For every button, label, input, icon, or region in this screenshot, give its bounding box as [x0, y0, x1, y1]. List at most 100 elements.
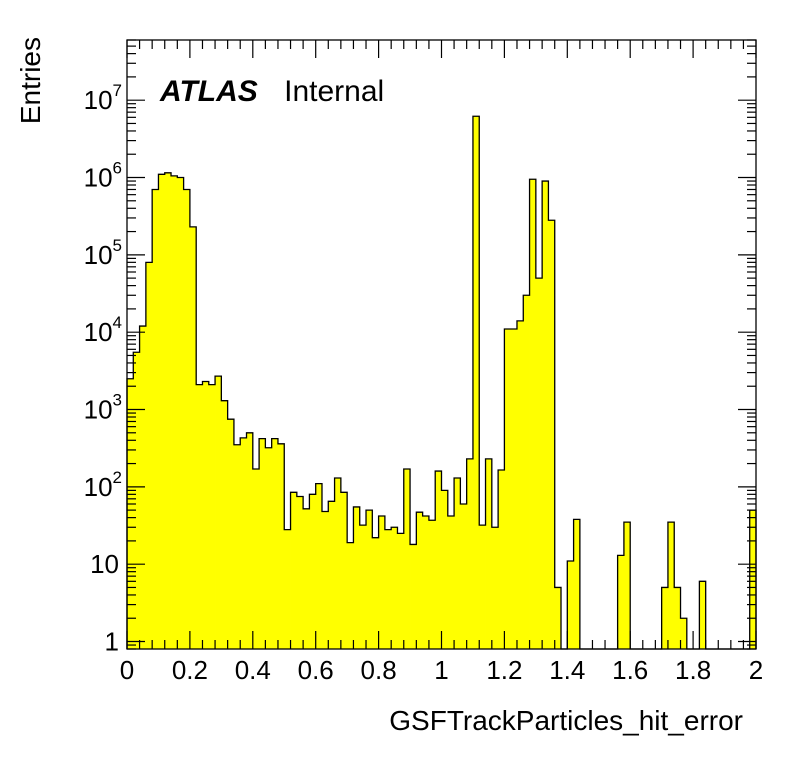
histogram-bin	[454, 478, 461, 649]
histogram-bin	[196, 384, 203, 649]
histogram-bin	[259, 438, 266, 649]
histogram-bin	[674, 587, 681, 649]
histogram-bin	[535, 278, 543, 649]
y-tick-base: 10	[84, 472, 113, 502]
histogram-bin	[416, 512, 424, 649]
x-tick-label: 1.8	[675, 655, 711, 685]
y-tick-exponent: 4	[113, 313, 122, 332]
histogram-bin	[145, 262, 153, 649]
y-tick-label: 104	[84, 313, 122, 347]
histogram-bin	[403, 469, 411, 649]
histogram-bin	[617, 555, 625, 649]
histogram-bin	[233, 444, 241, 649]
y-tick-label: 105	[84, 236, 122, 270]
histogram-bin	[158, 174, 166, 649]
histogram-bars	[127, 116, 757, 650]
histogram-bin	[441, 490, 449, 649]
y-tick-base: 10	[84, 85, 113, 115]
histogram-bin	[548, 220, 556, 649]
histogram-bin	[498, 470, 505, 649]
y-tick-label: 10	[90, 549, 119, 579]
histogram-bin	[510, 328, 518, 649]
y-tick-base: 10	[84, 240, 113, 270]
y-tick-label: 103	[84, 391, 122, 425]
histogram-bin	[240, 437, 247, 649]
x-tick-label: 0.4	[235, 655, 271, 685]
histogram-bin	[171, 175, 178, 649]
histogram-bin	[183, 189, 191, 650]
histogram-bin	[466, 458, 474, 649]
histogram-bin	[290, 492, 298, 649]
histogram-bin	[202, 381, 210, 649]
histogram-bin	[227, 419, 235, 649]
histogram-bin	[372, 537, 379, 649]
histogram-bin	[472, 116, 480, 650]
histogram-bin	[303, 508, 310, 649]
atlas-bold-text: ATLAS	[159, 75, 258, 108]
y-tick-exponent: 7	[113, 81, 122, 100]
x-tick-labels: 0 0.2 0.4 0.6 0.8 1 1.2 1.4 1.6 1.8 2	[120, 655, 763, 685]
histogram-bin	[328, 501, 335, 649]
y-tick-label: 1	[105, 627, 119, 657]
atlas-label: ATLAS Internal	[159, 75, 384, 108]
x-tick-label: 1.6	[612, 655, 648, 685]
y-tick-base: 10	[84, 317, 113, 347]
histogram-bin	[221, 400, 229, 649]
histogram-bin	[623, 522, 631, 649]
histogram-bin	[667, 522, 675, 649]
histogram-bin	[252, 469, 260, 649]
y-tick-base: 10	[84, 395, 113, 425]
histogram-bin	[485, 458, 493, 649]
histogram-bin	[428, 520, 436, 649]
x-tick-label: 0.2	[172, 655, 208, 685]
histogram-bin	[378, 515, 386, 649]
y-tick-exponent: 2	[113, 468, 122, 487]
y-tick-exponent: 6	[113, 159, 122, 178]
histogram-bin	[347, 542, 354, 649]
histogram-bin	[246, 432, 254, 649]
histogram-bin	[309, 494, 317, 649]
histogram-bin	[542, 181, 549, 650]
histogram-bin	[296, 496, 304, 649]
histogram-bin	[422, 515, 430, 649]
y-tick-label: 102	[84, 468, 122, 502]
x-tick-label: 0.8	[361, 655, 397, 685]
histogram-bin	[516, 320, 524, 649]
histogram-bin	[384, 529, 392, 649]
y-tick-exponent: 3	[113, 391, 122, 410]
histogram-bin	[139, 326, 147, 649]
y-tick-label: 107	[84, 81, 122, 115]
y-axis-label: Entries	[15, 37, 46, 124]
histogram-bin	[353, 506, 361, 649]
histogram-bin	[164, 172, 172, 649]
histogram-bin	[397, 533, 405, 649]
histogram-bin	[277, 443, 285, 649]
histogram-bin	[529, 179, 537, 650]
histogram-bin	[573, 519, 581, 649]
x-tick-label: 0.6	[298, 655, 334, 685]
axis-ticks	[126, 39, 757, 650]
histogram-bin	[127, 378, 134, 649]
y-tick-label: 106	[84, 159, 122, 193]
x-tick-label: 2	[749, 655, 763, 685]
histogram-bin	[567, 560, 574, 649]
histogram-bin	[554, 587, 562, 649]
histogram-bin	[491, 527, 499, 649]
histogram-bin	[321, 511, 329, 649]
histogram-bin	[447, 515, 455, 649]
y-tick-base: 10	[84, 163, 113, 193]
histogram-bin	[177, 177, 185, 649]
histogram-bin	[749, 510, 757, 649]
histogram-bin	[152, 189, 159, 650]
histogram-outline	[126, 115, 757, 650]
histogram-bin	[271, 438, 279, 649]
histogram-bin	[699, 581, 707, 649]
histogram-bin	[208, 384, 216, 649]
histogram-bin	[504, 328, 512, 649]
internal-text: Internal	[284, 75, 384, 108]
x-tick-label: 0	[120, 655, 134, 685]
histogram-bin	[265, 447, 273, 649]
histogram-bin	[479, 525, 486, 649]
